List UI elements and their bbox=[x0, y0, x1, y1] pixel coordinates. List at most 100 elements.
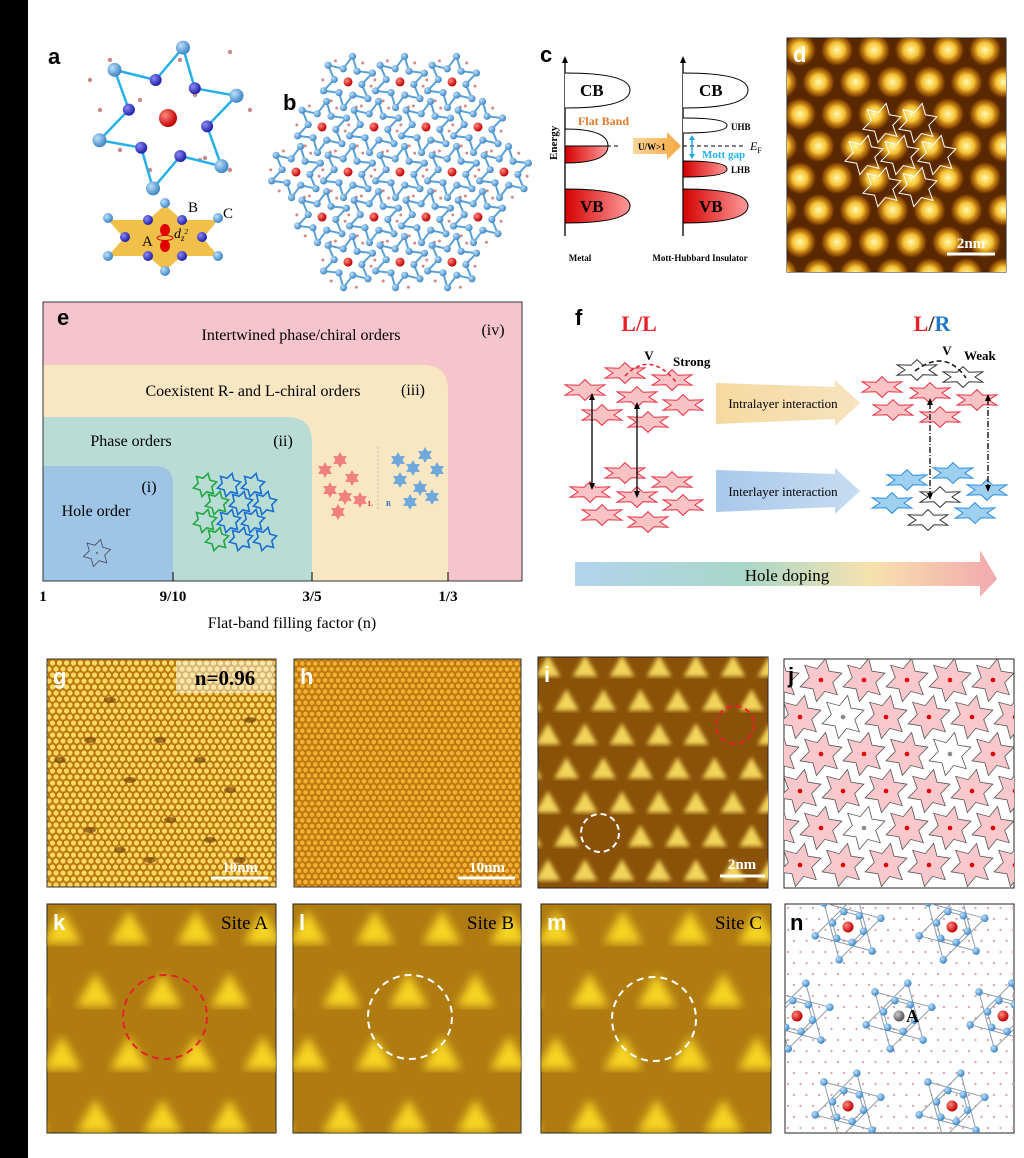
pink-atom bbox=[1011, 1104, 1014, 1108]
atom-ball bbox=[391, 65, 399, 73]
pink-atom bbox=[799, 906, 802, 910]
atom-ball bbox=[498, 114, 507, 122]
pink-atom bbox=[1018, 962, 1020, 964]
phase-ii-label: Phase orders bbox=[90, 433, 171, 450]
atom-ball bbox=[298, 196, 306, 204]
pink-atom bbox=[911, 1038, 915, 1042]
pink-atom bbox=[924, 1126, 927, 1130]
atom-ball bbox=[160, 198, 170, 208]
atom-ball bbox=[364, 95, 372, 103]
stm-blob bbox=[801, 257, 836, 272]
overlay-star bbox=[897, 102, 939, 144]
stm-blob bbox=[838, 193, 873, 227]
pink-atom bbox=[992, 939, 996, 943]
center-atom bbox=[395, 77, 405, 87]
panel-label-b: b bbox=[283, 90, 296, 115]
pink-atom bbox=[387, 196, 391, 200]
stm-blob bbox=[912, 129, 947, 163]
atom-ball bbox=[319, 87, 328, 95]
transition-arrow-icon bbox=[633, 132, 681, 160]
strong-coupling-arc bbox=[624, 363, 677, 383]
atom-ball bbox=[883, 1023, 892, 1032]
center-atom bbox=[791, 1010, 803, 1022]
pink-atom bbox=[335, 106, 339, 110]
stm-blob bbox=[554, 825, 579, 847]
hole-dot bbox=[840, 714, 846, 720]
stm-blob bbox=[47, 1036, 81, 1069]
phase-star-icon bbox=[215, 507, 243, 535]
electron-dot bbox=[797, 788, 803, 794]
atom-ball bbox=[348, 142, 357, 150]
panel-label-m: m bbox=[547, 910, 567, 935]
pink-atom bbox=[1018, 1072, 1020, 1074]
pink-atom bbox=[892, 1005, 896, 1009]
pink-atom bbox=[986, 1038, 990, 1042]
atom-ball bbox=[963, 1106, 972, 1114]
pink-atom bbox=[849, 1016, 852, 1020]
pink-atom bbox=[792, 961, 796, 965]
atom-ball bbox=[358, 80, 366, 88]
phase-star-icon bbox=[227, 525, 255, 553]
arrowhead-icon bbox=[689, 135, 695, 140]
atom-ball bbox=[387, 179, 395, 187]
stm-blob bbox=[738, 1036, 771, 1069]
pink-atom bbox=[924, 972, 927, 976]
overlay-star bbox=[897, 166, 939, 208]
pink-atom bbox=[892, 961, 896, 965]
defect-spot bbox=[124, 777, 136, 783]
atom-ball bbox=[848, 938, 856, 947]
atom-ball bbox=[817, 1036, 825, 1044]
pink-atom bbox=[385, 59, 389, 63]
bond-triangle bbox=[927, 904, 986, 961]
stm-blob bbox=[609, 859, 635, 881]
pink-atom bbox=[911, 1082, 915, 1086]
pink-atom bbox=[911, 1126, 915, 1130]
pink-atom bbox=[1018, 1006, 1020, 1008]
atom-ball bbox=[304, 211, 312, 219]
atom-ball bbox=[391, 103, 400, 112]
stm-blob bbox=[604, 1036, 642, 1069]
bond-triangle bbox=[918, 904, 977, 952]
l-chiral-star-icon bbox=[353, 492, 367, 508]
pink-atom bbox=[936, 972, 940, 976]
atom-ball bbox=[361, 224, 369, 232]
atom-ball bbox=[330, 256, 338, 264]
phase-star-icon bbox=[203, 489, 231, 517]
pink-atom bbox=[805, 917, 808, 921]
stm-blob bbox=[628, 689, 653, 711]
l-chiral-star-icon bbox=[331, 504, 345, 520]
pink-atom bbox=[517, 151, 521, 155]
phase-star-icon bbox=[191, 507, 219, 535]
stm-blob bbox=[47, 1131, 48, 1132]
pink-atom bbox=[967, 1093, 971, 1097]
stm-blob bbox=[857, 225, 891, 259]
pink-atom bbox=[1011, 950, 1014, 954]
stm-blob bbox=[609, 657, 635, 677]
atom-ball bbox=[402, 196, 410, 204]
pink-atom bbox=[459, 144, 463, 148]
stm-blobs bbox=[293, 910, 521, 1132]
stm-blob bbox=[538, 723, 561, 745]
pink-atom bbox=[1018, 1050, 1020, 1052]
filled-star bbox=[784, 736, 800, 770]
atom-ball bbox=[177, 251, 187, 261]
stm-blob bbox=[322, 1099, 361, 1132]
electron-dot bbox=[840, 862, 846, 868]
pink-atom bbox=[949, 1038, 952, 1042]
pink-atom bbox=[451, 213, 455, 217]
pink-atom bbox=[961, 972, 965, 976]
stm-image-h bbox=[293, 658, 522, 888]
center-atom bbox=[842, 1100, 854, 1112]
panel-label-i: i bbox=[544, 662, 550, 687]
stm-blob bbox=[541, 1036, 575, 1069]
center-atom bbox=[946, 921, 958, 933]
atom-ball bbox=[339, 155, 347, 163]
filled-star bbox=[1015, 807, 1024, 850]
stm-blob bbox=[720, 791, 746, 813]
pink-atom bbox=[855, 1027, 858, 1031]
pink-atom bbox=[992, 961, 996, 965]
stm-blob bbox=[143, 973, 182, 1006]
pink-atom bbox=[525, 174, 529, 178]
atom-ball bbox=[382, 165, 390, 174]
stm-blob bbox=[538, 859, 561, 881]
